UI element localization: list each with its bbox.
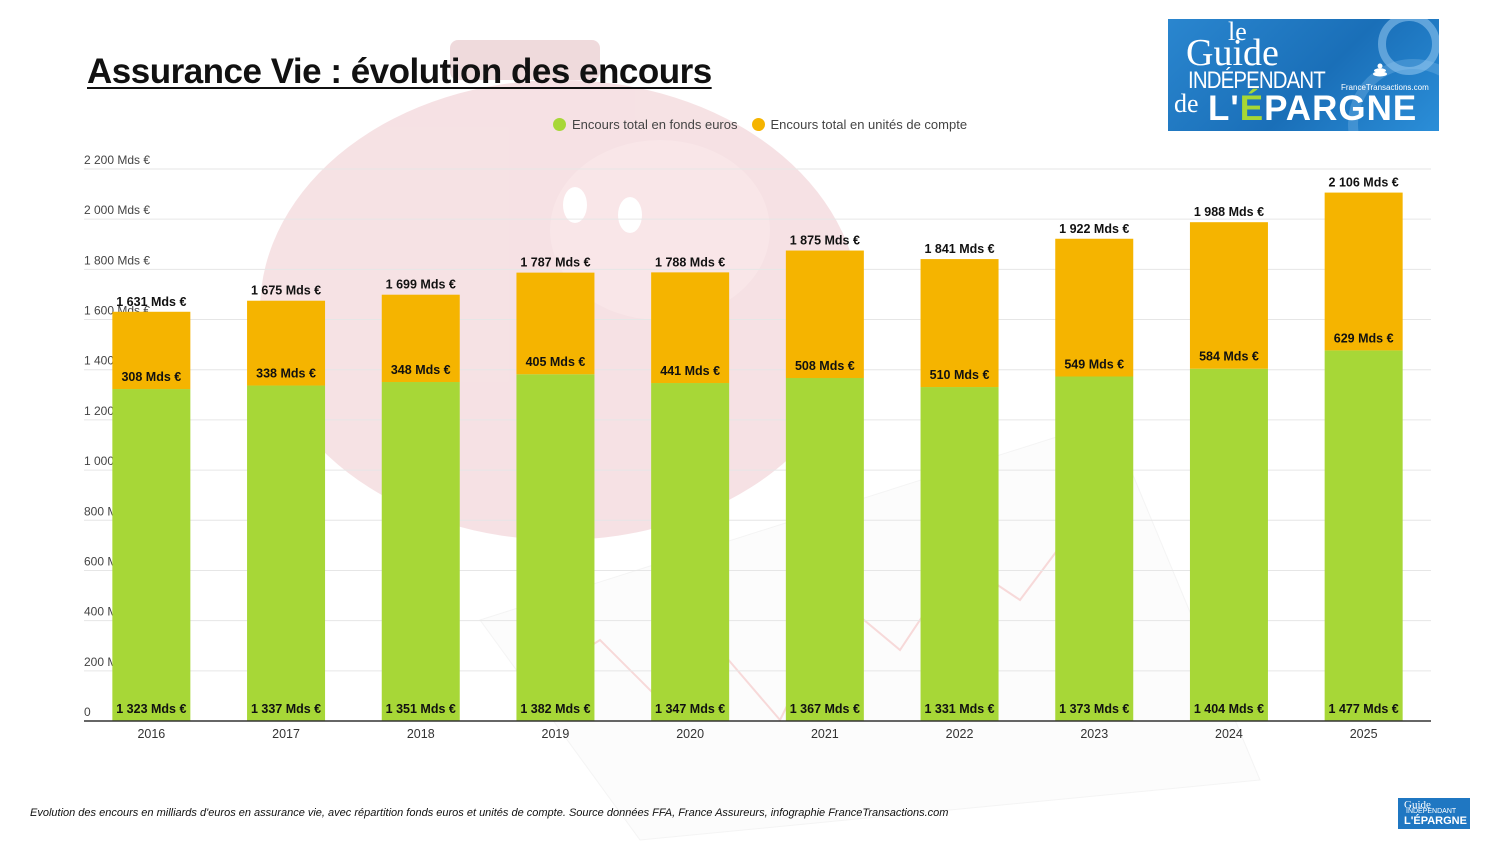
x-tick-label: 2024 (1215, 727, 1243, 741)
data-label-total: 1 788 Mds € (655, 255, 725, 269)
data-label-unites-compte: 441 Mds € (660, 364, 720, 378)
data-label-total: 1 922 Mds € (1059, 222, 1129, 236)
data-label-total: 1 787 Mds € (520, 256, 590, 270)
data-label-unites-compte: 510 Mds € (930, 368, 990, 382)
y-tick-label: 1 800 Mds € (84, 253, 150, 267)
footer-logo-guide: Guide (1404, 799, 1431, 811)
data-label-unites-compte: 338 Mds € (256, 367, 316, 381)
data-label-total: 1 699 Mds € (386, 278, 456, 292)
x-tick-label: 2021 (811, 727, 839, 741)
y-tick-label: 2 200 Mds € (84, 153, 150, 167)
x-tick-label: 2025 (1350, 727, 1378, 741)
data-label-fonds-euros: 1 373 Mds € (1059, 702, 1129, 716)
data-label-total: 1 988 Mds € (1194, 205, 1264, 219)
x-tick-label: 2018 (407, 727, 435, 741)
x-tick-label: 2017 (272, 727, 300, 741)
x-tick-label: 2020 (676, 727, 704, 741)
logo-text-le: le (1228, 19, 1247, 46)
legend-item-fonds-euros: Encours total en fonds euros (553, 117, 738, 132)
data-label-total: 1 631 Mds € (116, 295, 186, 309)
x-tick-label: 2022 (946, 727, 974, 741)
source-caption: Evolution des encours en milliards d'eur… (30, 807, 949, 819)
bar-unites-compte (381, 294, 460, 383)
footer-logo: Guide INDÉPENDANT L'ÉPARGNE (1398, 798, 1470, 829)
x-tick-label: 2023 (1080, 727, 1108, 741)
brand-logo: le Guide INDÉPENDANT FranceTransactions.… (1168, 19, 1439, 131)
page-title: Assurance Vie : évolution des encours (87, 52, 712, 91)
bar-unites-compte (1189, 222, 1268, 369)
bar-unites-compte (1055, 238, 1134, 377)
data-label-total: 1 841 Mds € (924, 242, 994, 256)
data-label-fonds-euros: 1 367 Mds € (790, 702, 860, 716)
logo-text-epargne: L'ÉPARGNE (1208, 89, 1418, 128)
data-label-fonds-euros: 1 351 Mds € (386, 702, 456, 716)
legend-swatch-unites-compte (751, 118, 765, 131)
legend-label-fonds-euros: Encours total en fonds euros (572, 117, 738, 132)
data-label-fonds-euros: 1 404 Mds € (1194, 702, 1264, 716)
data-label-fonds-euros: 1 477 Mds € (1329, 702, 1399, 716)
data-label-unites-compte: 629 Mds € (1334, 331, 1394, 345)
bar-fonds-euros (112, 389, 191, 721)
data-label-total: 2 106 Mds € (1329, 176, 1399, 190)
data-label-fonds-euros: 1 337 Mds € (251, 702, 321, 716)
bar-fonds-euros (785, 378, 864, 721)
chart-legend: Encours total en fonds euros Encours tot… (553, 117, 967, 132)
bar-fonds-euros (651, 383, 730, 721)
bar-fonds-euros (920, 387, 999, 721)
data-label-fonds-euros: 1 347 Mds € (655, 702, 725, 716)
legend-label-unites-compte: Encours total en unités de compte (770, 117, 968, 132)
bar-unites-compte (785, 250, 864, 379)
legend-item-unites-compte: Encours total en unités de compte (751, 117, 968, 132)
bar-unites-compte (112, 311, 191, 390)
data-label-total: 1 675 Mds € (251, 284, 321, 298)
data-label-unites-compte: 348 Mds € (391, 363, 451, 377)
legend-swatch-fonds-euros (553, 118, 566, 131)
y-tick-label: 0 (84, 705, 91, 719)
data-label-fonds-euros: 1 382 Mds € (520, 702, 590, 716)
data-label-unites-compte: 508 Mds € (795, 359, 855, 373)
bar-fonds-euros (516, 374, 595, 721)
data-label-unites-compte: 584 Mds € (1199, 350, 1259, 364)
bar-fonds-euros (1324, 350, 1403, 721)
data-label-fonds-euros: 1 323 Mds € (116, 702, 186, 716)
data-label-unites-compte: 405 Mds € (526, 355, 586, 369)
coins-icon (1373, 63, 1387, 77)
footer-logo-epargne: L'ÉPARGNE (1404, 815, 1467, 827)
bar-unites-compte (651, 272, 730, 384)
data-label-total: 1 875 Mds € (790, 234, 860, 248)
data-label-fonds-euros: 1 331 Mds € (924, 702, 994, 716)
logo-text-guide: Guide (1186, 32, 1279, 74)
x-tick-label: 2019 (542, 727, 570, 741)
x-tick-label: 2016 (137, 727, 165, 741)
bar-unites-compte (516, 272, 595, 375)
bar-fonds-euros (381, 382, 460, 721)
logo-text-independant: INDÉPENDANT (1188, 67, 1326, 94)
bar-fonds-euros (1189, 368, 1268, 721)
data-label-unites-compte: 308 Mds € (121, 370, 181, 384)
bar-unites-compte (920, 259, 999, 388)
logo-site: FranceTransactions.com (1341, 83, 1429, 92)
bar-unites-compte (247, 300, 326, 386)
data-label-unites-compte: 549 Mds € (1064, 358, 1124, 372)
footer-logo-independant: INDÉPENDANT (1406, 808, 1457, 815)
bar-unites-compte (1324, 192, 1403, 351)
bar-fonds-euros (1055, 376, 1134, 721)
logo-text-de: de (1174, 89, 1199, 118)
y-tick-label: 2 000 Mds € (84, 203, 150, 217)
bar-fonds-euros (247, 385, 326, 721)
